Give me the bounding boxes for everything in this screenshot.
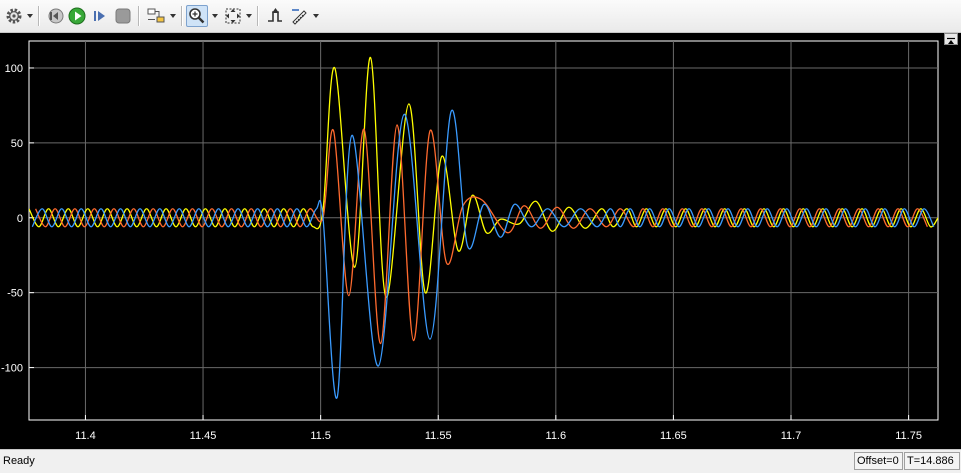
- plot-canvas[interactable]: 11.4 11.45 11.5 11.55 11.6 11.65 11.7 11.75 100 5…: [0, 33, 961, 449]
- undock-icon: [947, 37, 955, 44]
- triggers-button[interactable]: [264, 5, 286, 27]
- scope-display: 11.4 11.45 11.5 11.55 11.6 11.65 11.7 11.75 100 5…: [0, 33, 961, 449]
- measurements-button[interactable]: [288, 5, 310, 27]
- stop-icon: [115, 8, 131, 24]
- axes-frame: [28, 40, 939, 421]
- gear-icon: [6, 8, 22, 24]
- signal-trace-2: [35, 124, 929, 345]
- x-tick-label: 11.75: [895, 430, 922, 442]
- settings-dropdown-arrow[interactable]: [27, 14, 33, 18]
- x-tick-label: 11.55: [425, 430, 452, 442]
- x-tick-label: 11.5: [310, 430, 331, 442]
- zoom-in-icon: [189, 8, 205, 24]
- y-tick-label: 0: [17, 213, 23, 225]
- highlight-button[interactable]: [145, 5, 167, 27]
- step-forward-icon: [94, 11, 105, 21]
- grid-lines: [29, 41, 938, 420]
- y-tick-label: 50: [11, 138, 23, 150]
- x-tick-label: 11.6: [546, 430, 567, 442]
- toolbar-separator: [181, 6, 183, 26]
- time-readout: T=14.886: [904, 452, 960, 470]
- zoom-dropdown-arrow[interactable]: [212, 14, 218, 18]
- toolbar-separator: [38, 6, 40, 26]
- y-tick-label: 100: [5, 63, 23, 75]
- toolbar: [0, 0, 961, 33]
- run-icon: [68, 7, 86, 25]
- step-forward-button[interactable]: [89, 5, 111, 27]
- highlight-dropdown-arrow[interactable]: [170, 14, 176, 18]
- triggers-icon: [268, 8, 282, 22]
- zoom-button[interactable]: [186, 5, 208, 27]
- y-tick-label: -50: [7, 288, 23, 300]
- x-tick-label: 11.7: [781, 430, 802, 442]
- toolbar-separator: [257, 6, 259, 26]
- run-button[interactable]: [66, 5, 88, 27]
- undock-button[interactable]: [944, 33, 958, 45]
- settings-button[interactable]: [3, 5, 25, 27]
- x-tick-label: 11.45: [190, 430, 217, 442]
- x-tick-label: 11.4: [75, 430, 96, 442]
- toolbar-separator: [138, 6, 140, 26]
- step-back-icon: [48, 8, 64, 24]
- measurements-dropdown-arrow[interactable]: [313, 14, 319, 18]
- autoscale-dropdown-arrow[interactable]: [246, 14, 252, 18]
- measurements-icon: [292, 9, 307, 25]
- offset-readout: Offset=0: [854, 452, 903, 470]
- signal-traces: [29, 56, 938, 399]
- status-text: Ready: [3, 455, 35, 467]
- signal-trace-3: [31, 109, 935, 399]
- status-bar: Ready Offset=0 T=14.886: [0, 449, 961, 473]
- step-back-button[interactable]: [44, 5, 66, 27]
- x-tick-label: 11.65: [660, 430, 687, 442]
- tick-labels: 11.4 11.45 11.5 11.55 11.6 11.65 11.7 11.75 100 5…: [1, 63, 922, 442]
- highlight-block-icon: [147, 8, 165, 23]
- stop-button[interactable]: [112, 5, 134, 27]
- y-tick-label: -100: [1, 363, 23, 375]
- autoscale-icon: [225, 8, 241, 24]
- autoscale-button[interactable]: [222, 5, 244, 27]
